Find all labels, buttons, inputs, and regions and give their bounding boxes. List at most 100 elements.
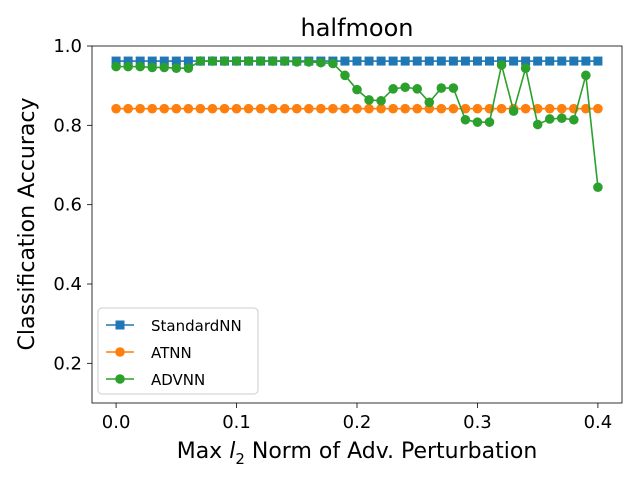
data-point xyxy=(183,63,194,74)
data-point xyxy=(412,56,422,66)
data-point xyxy=(388,84,398,94)
data-point xyxy=(267,56,278,66)
data-point xyxy=(364,56,374,66)
data-point xyxy=(159,62,170,73)
data-point xyxy=(231,103,242,114)
data-point xyxy=(111,61,121,72)
y-tick-label: 0.2 xyxy=(53,353,82,374)
data-point xyxy=(448,103,459,114)
data-point xyxy=(328,58,338,69)
x-tick-label: 0.0 xyxy=(102,412,131,433)
data-point xyxy=(412,103,423,114)
data-point xyxy=(159,103,170,114)
data-point xyxy=(195,56,206,66)
data-point xyxy=(123,103,133,114)
data-point xyxy=(376,103,386,114)
data-point xyxy=(352,103,362,114)
data-point xyxy=(219,56,230,66)
data-point xyxy=(581,70,591,81)
data-point xyxy=(569,114,579,125)
data-point xyxy=(219,103,230,114)
data-point xyxy=(231,56,242,66)
data-point xyxy=(400,103,410,114)
data-point xyxy=(544,114,555,124)
data-point xyxy=(460,56,470,66)
data-point xyxy=(147,62,158,73)
data-point xyxy=(593,56,603,66)
data-point xyxy=(581,56,591,66)
data-point xyxy=(436,103,447,114)
data-point xyxy=(520,63,531,74)
data-point xyxy=(364,95,374,105)
legend-marker xyxy=(115,320,125,330)
data-point xyxy=(183,103,194,114)
data-point xyxy=(147,56,157,66)
data-point xyxy=(544,103,555,114)
data-point xyxy=(424,97,435,108)
data-point xyxy=(460,114,471,125)
x-tick-label: 0.2 xyxy=(343,412,372,433)
legend-label: ATNN xyxy=(151,344,192,362)
series-layer xyxy=(111,56,603,193)
data-point xyxy=(472,117,483,127)
data-point xyxy=(123,61,133,72)
data-point xyxy=(291,103,302,114)
data-point xyxy=(279,103,290,114)
data-point xyxy=(424,56,434,66)
series-ADVNN xyxy=(111,56,603,193)
y-axis-label: Classification Accuracy xyxy=(15,98,40,351)
x-tick-label: 0.3 xyxy=(463,412,492,433)
data-point xyxy=(509,56,519,66)
data-point xyxy=(400,82,410,93)
data-point xyxy=(340,70,350,81)
data-point xyxy=(243,103,254,114)
data-point xyxy=(556,103,567,114)
legend-marker xyxy=(115,374,125,384)
y-axis: 0.2 0.4 0.6 0.8 1.0 xyxy=(53,36,92,374)
data-point xyxy=(376,95,386,106)
y-tick-label: 0.6 xyxy=(53,195,82,216)
data-point xyxy=(545,56,555,66)
data-point xyxy=(135,103,145,114)
data-point xyxy=(520,103,531,114)
x-axis-label: Max l2 Norm of Adv. Perturbation xyxy=(177,439,538,468)
data-point xyxy=(255,103,266,114)
data-point xyxy=(436,83,447,93)
data-point xyxy=(376,56,386,66)
data-point xyxy=(557,56,567,66)
x-tick-label: 0.1 xyxy=(222,412,251,433)
data-point xyxy=(388,103,398,114)
data-point xyxy=(183,56,193,66)
data-point xyxy=(484,117,495,127)
x-axis-label-subscript: 2 xyxy=(235,450,245,468)
y-tick-label: 1.0 xyxy=(53,36,82,57)
y-tick-label: 0.4 xyxy=(53,274,82,295)
data-point xyxy=(255,56,266,66)
series-ATNN xyxy=(111,103,603,114)
series-StandardNN xyxy=(111,56,603,66)
data-point xyxy=(111,56,121,66)
data-point xyxy=(135,56,145,66)
chart-title: halfmoon xyxy=(301,14,414,42)
data-point xyxy=(291,57,302,67)
data-point xyxy=(581,103,591,114)
data-point xyxy=(412,84,423,94)
data-point xyxy=(328,103,338,114)
data-point xyxy=(171,103,182,114)
data-point xyxy=(267,103,278,114)
y-tick-label: 0.8 xyxy=(53,115,82,136)
legend-label: StandardNN xyxy=(151,317,242,335)
data-point xyxy=(472,103,483,114)
x-tick-label: 0.4 xyxy=(584,412,613,433)
data-point xyxy=(171,56,181,66)
legend: StandardNN ATNN ADVNN xyxy=(97,307,259,395)
data-point xyxy=(147,103,158,114)
data-point xyxy=(304,57,314,67)
data-point xyxy=(569,56,579,66)
data-point xyxy=(533,56,543,66)
data-point xyxy=(532,119,543,130)
data-point xyxy=(352,84,362,95)
data-point xyxy=(279,56,290,66)
